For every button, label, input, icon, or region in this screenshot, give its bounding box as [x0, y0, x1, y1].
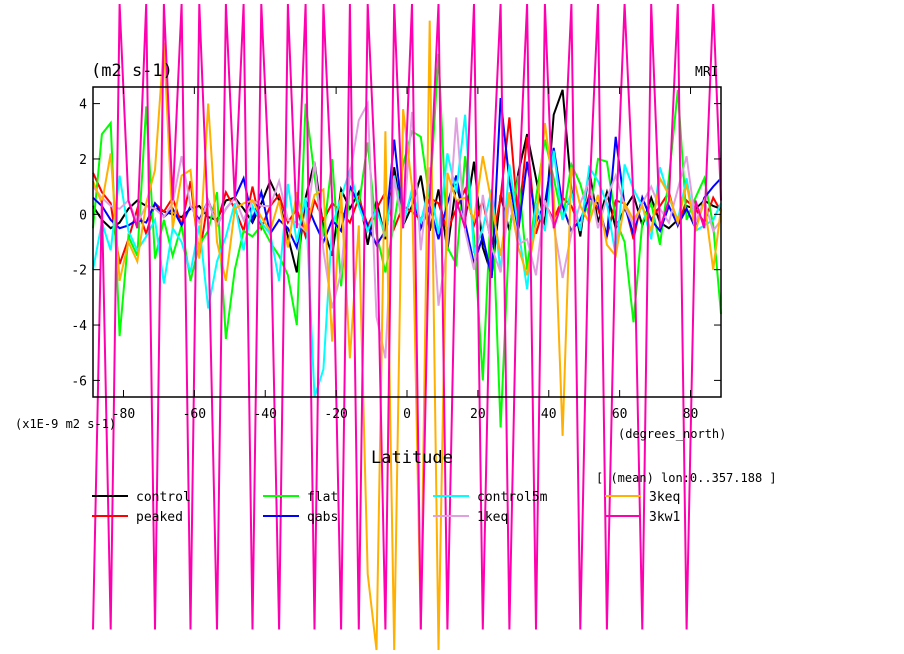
legend-label: control5m: [477, 490, 548, 505]
x-tick-label: -40: [253, 407, 276, 422]
legend-item-1keq: 1keq: [433, 510, 508, 525]
series-line-3kw1: [92, 3, 722, 630]
legend-item-3keq: 3keq: [605, 490, 680, 505]
legend-label: peaked: [136, 510, 183, 525]
x-tick-label: 80: [683, 407, 699, 422]
legend-label: 3kw1: [649, 510, 680, 525]
legend-item-3kw1: 3kw1: [605, 510, 680, 525]
y-tick-label: 4: [79, 98, 87, 113]
x-tick-label: -60: [183, 407, 206, 422]
legend-item-control5m: control5m: [433, 490, 548, 505]
legend: control peaked flat qabs control5m 1keq 3keq 3k…: [92, 490, 680, 525]
y-scale-label: (x1E-9 m2 s-1): [15, 417, 116, 431]
legend-label: control: [136, 490, 191, 505]
chart-title: (m2 s-1): [91, 61, 173, 81]
legend-item-qabs: qabs: [263, 510, 338, 525]
y-tick-label: 0: [79, 208, 87, 223]
x-units-label: (degrees_north): [618, 427, 726, 441]
series-line-control5m: [92, 114, 722, 398]
x-tick-label: 40: [541, 407, 557, 422]
x-tick-label: 0: [403, 407, 411, 422]
legend-item-flat: flat: [263, 490, 338, 505]
x-tick-label: -20: [324, 407, 347, 422]
legend-item-control: control: [92, 490, 191, 505]
y-tick-label: -4: [71, 319, 87, 334]
legend-item-peaked: peaked: [92, 510, 183, 525]
y-tick-label: 2: [79, 153, 87, 168]
legend-label: 1keq: [477, 510, 508, 525]
subtitle: [ (mean) lon:0..357.188 ]: [596, 471, 777, 485]
x-tick-label: -80: [112, 407, 135, 422]
x-tick-label: 60: [612, 407, 628, 422]
y-tick-label: -6: [71, 374, 87, 389]
x-tick-label: 20: [470, 407, 486, 422]
legend-label: 3keq: [649, 490, 680, 505]
legend-label: flat: [307, 490, 338, 505]
series-line-3keq: [92, 20, 722, 651]
model-label: MRI: [695, 65, 718, 80]
y-tick-label: -2: [71, 264, 87, 279]
legend-label: qabs: [307, 510, 338, 525]
x-axis-label: Latitude: [371, 448, 453, 468]
series-layer: [92, 3, 722, 651]
